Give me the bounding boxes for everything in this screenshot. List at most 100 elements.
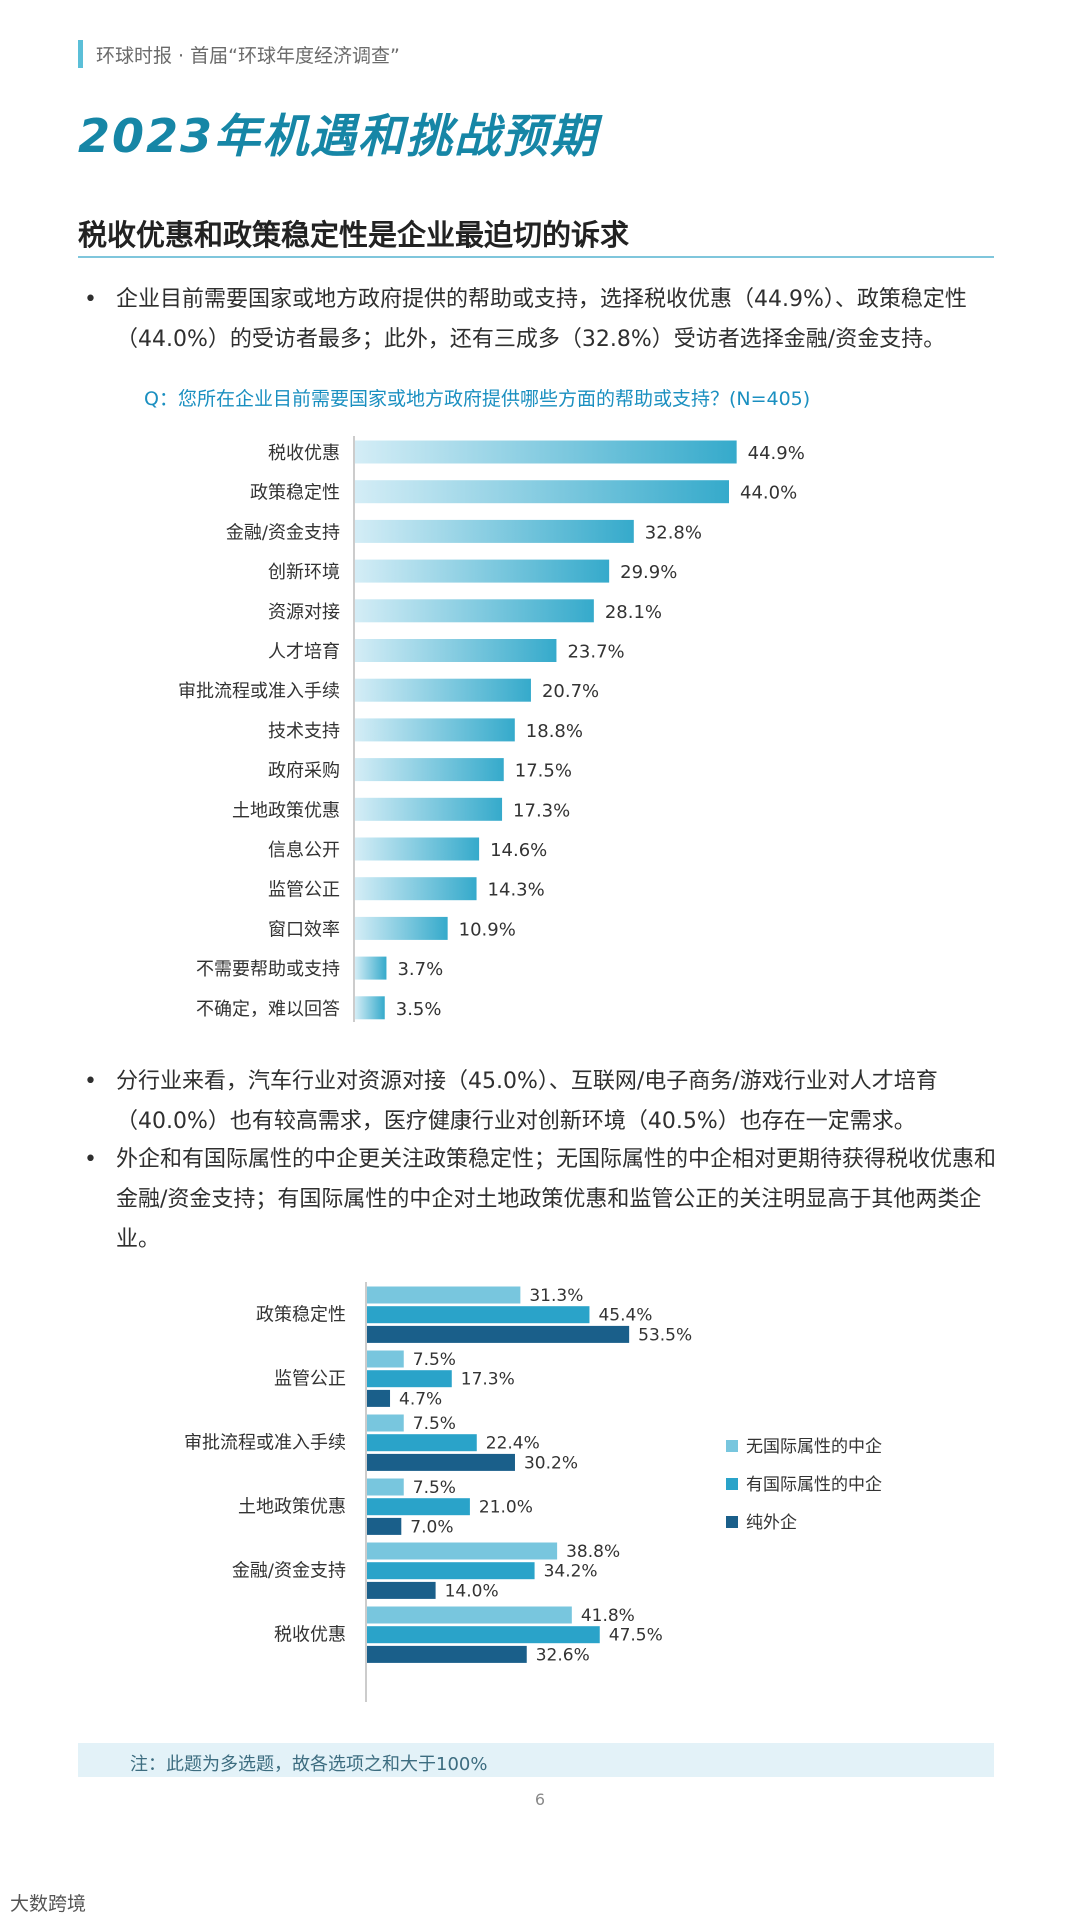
chart1-category-label: 审批流程或准入手续 [178, 681, 340, 702]
chart1-value-label: 29.9% [620, 562, 677, 583]
header-text: 环球时报 · 首届“环球年度经济调查” [96, 45, 400, 67]
chart1-value-label: 44.0% [740, 483, 797, 504]
chart2-bar [367, 1542, 558, 1560]
chart2-value-label: 30.2% [524, 1453, 578, 1473]
chart2-legend-label: 纯外企 [746, 1513, 797, 1533]
chart2-legend-swatch [726, 1516, 738, 1528]
chart2-value-label: 7.5% [413, 1350, 456, 1370]
chart2-bar [367, 1645, 527, 1663]
chart2-value-label: 45.4% [598, 1306, 652, 1326]
chart2-value-label: 47.5% [609, 1626, 663, 1646]
chart1-bar [355, 599, 594, 623]
chart1-bar [355, 718, 515, 742]
chart1-bar [355, 519, 634, 543]
chart2-value-label: 14.0% [445, 1581, 499, 1601]
chart1-value-label: 23.7% [567, 642, 624, 663]
chart1-bar [355, 480, 729, 504]
chart1-value-label: 18.8% [526, 721, 583, 742]
chart1-category-label: 人才培育 [268, 642, 340, 663]
chart2-category-label: 政策稳定性 [256, 1305, 346, 1326]
chart1-category-label: 创新环境 [268, 562, 340, 583]
chart2-legend-label: 无国际属性的中企 [746, 1437, 882, 1457]
chart2-grouped-bar-chart: 政策稳定性31.3%45.4%53.5%监管公正7.5%17.3%4.7%审批流… [184, 1282, 882, 1702]
chart2-value-label: 53.5% [638, 1325, 692, 1345]
chart1-category-label: 金融/资金支持 [226, 522, 340, 543]
chart2-bar [367, 1478, 404, 1496]
chart2-bar [367, 1414, 404, 1432]
chart2-bar [367, 1325, 630, 1343]
chart2-category-label: 税收优惠 [274, 1625, 346, 1646]
chart2-bar [367, 1286, 521, 1304]
chart1-bar [355, 837, 480, 861]
chart2-bar [367, 1370, 452, 1388]
chart2-value-label: 17.3% [461, 1370, 515, 1390]
chart1-bar [355, 559, 610, 583]
chart2-category-label: 审批流程或准入手续 [184, 1433, 346, 1454]
chart1-category-label: 政府采购 [268, 761, 340, 782]
chart1-bar [355, 877, 477, 901]
chart2-bar [367, 1350, 404, 1368]
chart1-category-label: 政策稳定性 [250, 483, 340, 504]
bullet-1: • 企业目前需要国家或地方政府提供的帮助或支持，选择税收优惠（44.9%）、政策… [84, 280, 996, 360]
chart2-bar [367, 1626, 600, 1644]
chart1-bar-chart: 税收优惠 44.9% 政策稳定性 44.0% 金融/资金支持 32.8% 创新环境 29.9%… [178, 436, 805, 1022]
chart1-category-label: 土地政策优惠 [232, 800, 340, 821]
chart1-bar [355, 996, 385, 1020]
chart1-bar [355, 916, 448, 940]
chart2-value-label: 41.8% [581, 1606, 635, 1626]
chart2-value-label: 7.5% [413, 1414, 456, 1434]
chart1-bar [355, 639, 557, 662]
bullet-2-mark: • [84, 1069, 97, 1094]
chart2-category-label: 土地政策优惠 [238, 1497, 346, 1518]
page-number: 6 [534, 1790, 546, 1809]
chart2-bar [367, 1453, 515, 1471]
chart2-bar [367, 1498, 470, 1516]
chart2-bar [367, 1606, 572, 1624]
chart1-bar [355, 797, 503, 821]
chart1-value-label: 17.3% [513, 800, 570, 821]
section-divider [78, 256, 994, 258]
chart1-category-label: 不需要帮助或支持 [196, 959, 340, 980]
chart2-bar [367, 1562, 535, 1580]
chart2-category-label: 金融/资金支持 [232, 1561, 346, 1582]
chart1-category-label: 监管公正 [268, 880, 340, 901]
bullet-3: • 外企和有国际属性的中企更关注政策稳定性；无国际属性的中企相对更期待获得税收优… [84, 1140, 996, 1260]
chart2-legend-label: 有国际属性的中企 [746, 1475, 882, 1495]
bullet-1-mark: • [84, 287, 97, 312]
chart1-category-label: 税收优惠 [268, 443, 340, 464]
chart2-legend-swatch [726, 1478, 738, 1490]
chart2-value-label: 21.0% [479, 1498, 533, 1518]
chart1-category-label: 技术支持 [268, 721, 340, 742]
chart2-value-label: 7.0% [410, 1517, 453, 1537]
chart2-legend-swatch [726, 1440, 738, 1452]
chart1-question: Q：您所在企业目前需要国家或地方政府提供哪些方面的帮助或支持？(N=405) [144, 388, 811, 410]
chart1-category-label: 信息公开 [268, 840, 340, 861]
header-accent-bar [78, 40, 83, 68]
chart1-bar [355, 678, 531, 702]
chart2-bar [367, 1434, 477, 1452]
chart1-value-label: 3.7% [397, 959, 443, 980]
chart2-value-label: 38.8% [566, 1542, 620, 1562]
chart1-value-label: 20.7% [542, 681, 599, 702]
chart1-value-label: 14.6% [490, 840, 547, 861]
chart1-category-label: 窗口效率 [268, 919, 340, 940]
bullet-3-mark: • [84, 1147, 97, 1172]
bullet-2: • 分行业来看，汽车行业对资源对接（45.0%）、互联网/电子商务/游戏行业对人… [84, 1062, 996, 1142]
chart1-value-label: 14.3% [488, 880, 545, 901]
chart2-value-label: 31.3% [529, 1286, 583, 1306]
chart2-category-label: 监管公正 [274, 1369, 346, 1390]
chart1-value-label: 44.9% [748, 443, 805, 464]
chart2-value-label: 7.5% [413, 1478, 456, 1498]
chart2-value-label: 32.6% [536, 1645, 590, 1665]
chart1-value-label: 32.8% [645, 522, 702, 543]
bullet-1-text: 企业目前需要国家或地方政府提供的帮助或支持，选择税收优惠（44.9%）、政策稳定… [116, 287, 967, 352]
chart2-bar [367, 1581, 436, 1599]
chart2-value-label: 34.2% [544, 1562, 598, 1582]
chart1-bar [355, 440, 737, 464]
corner-logo-text: 大数跨境 [10, 1893, 87, 1915]
chart1-value-label: 28.1% [605, 602, 662, 623]
chart1-bar [355, 956, 387, 980]
page-title: 2023年机遇和挑战预期 [78, 109, 599, 163]
chart1-value-label: 3.5% [396, 999, 442, 1020]
chart1-bar [355, 758, 504, 782]
